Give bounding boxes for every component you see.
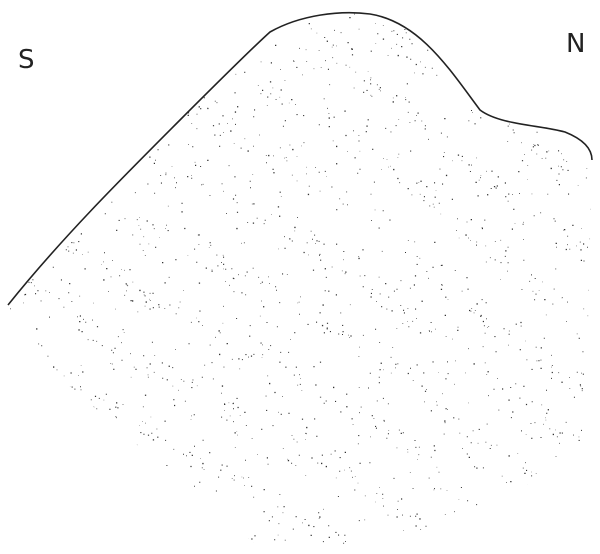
stipple-drawing: S N [0,0,600,554]
south-label: S [18,45,35,75]
stipple [0,0,600,554]
north-label: N [566,29,585,59]
ridge-outline [8,13,592,305]
page: {"labels": {"left": "S", "right": "N"}} … [0,0,600,554]
stipple-area [0,0,600,554]
